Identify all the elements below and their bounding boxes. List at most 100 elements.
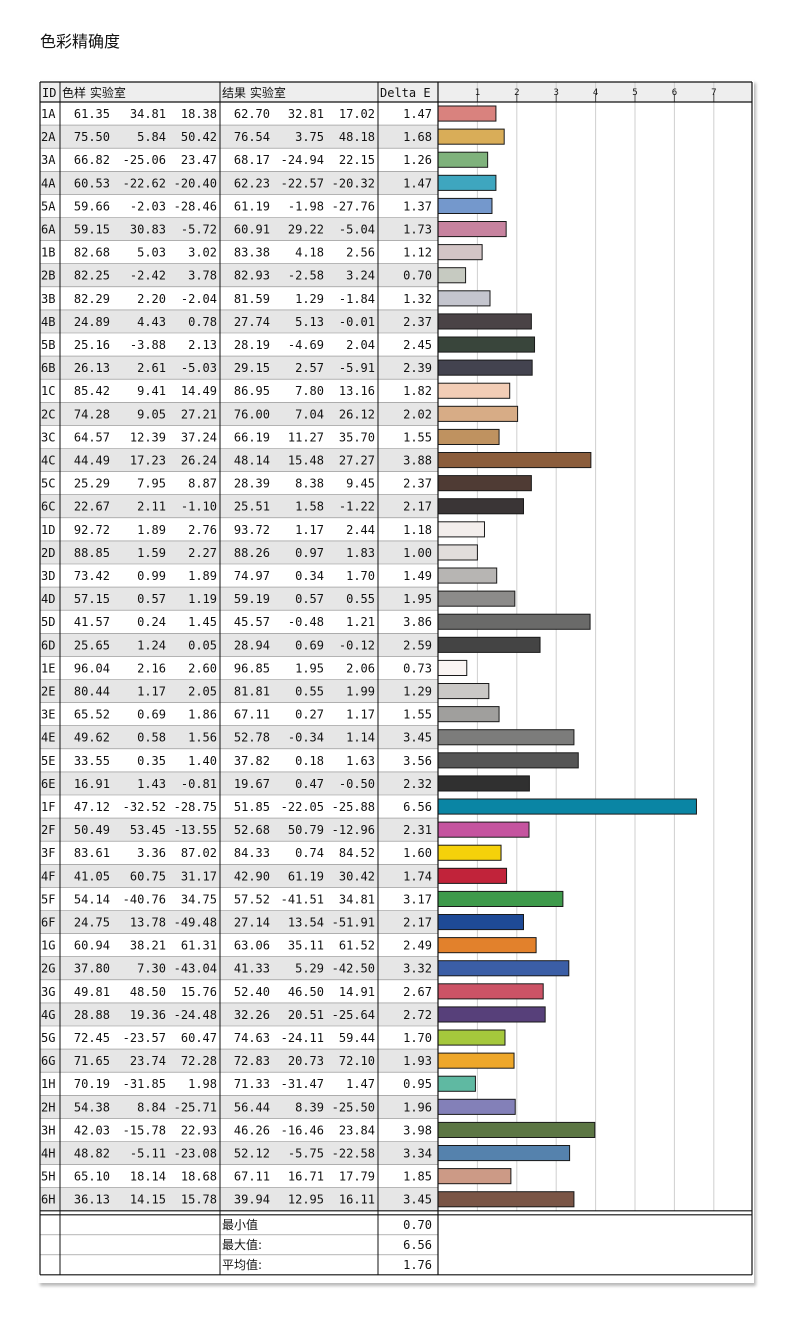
cell-result-lab: -16.46 bbox=[281, 1123, 324, 1137]
row-shade bbox=[40, 263, 438, 287]
cell-result-lab: 61.52 bbox=[339, 939, 375, 953]
cell-delta-e: 6.56 bbox=[403, 800, 432, 814]
delta-e-bar bbox=[437, 290, 491, 307]
cell-result-lab: 61.19 bbox=[288, 869, 324, 883]
cell-sample-lab: 8.84 bbox=[137, 1100, 166, 1114]
cell-result-lab: 93.72 bbox=[234, 523, 270, 537]
cell-sample-lab: -49.48 bbox=[174, 916, 217, 930]
cell-result-lab: 27.74 bbox=[234, 315, 270, 329]
cell-result-lab: 0.27 bbox=[295, 708, 324, 722]
cell-result-lab: 2.56 bbox=[346, 246, 375, 260]
cell-delta-e: 3.98 bbox=[403, 1123, 432, 1137]
cell-sample-lab: 73.42 bbox=[74, 569, 110, 583]
cell-sample-lab: 15.78 bbox=[181, 1193, 217, 1207]
cell-id: 5C bbox=[41, 477, 55, 491]
cell-id: 4H bbox=[41, 1147, 55, 1161]
cell-sample-lab: 34.81 bbox=[130, 107, 166, 121]
cell-id: 6B bbox=[41, 361, 55, 375]
cell-result-lab: 28.94 bbox=[234, 638, 270, 652]
delta-e-bar bbox=[437, 197, 493, 215]
cell-sample-lab: 80.44 bbox=[74, 685, 110, 699]
cell-sample-lab: 0.99 bbox=[137, 569, 166, 583]
cell-sample-lab: 18.68 bbox=[181, 1170, 217, 1184]
cell-result-lab: 14.91 bbox=[339, 985, 375, 999]
summary-value: 6.56 bbox=[403, 1238, 432, 1252]
cell-sample-lab: 2.11 bbox=[137, 500, 166, 514]
x-tick-label: 7 bbox=[711, 88, 716, 98]
cell-sample-lab: 75.50 bbox=[74, 130, 110, 144]
cell-sample-lab: 96.04 bbox=[74, 661, 110, 675]
cell-result-lab: 1.83 bbox=[346, 546, 375, 560]
cell-delta-e: 2.49 bbox=[403, 939, 432, 953]
cell-result-lab: -22.05 bbox=[281, 800, 324, 814]
delta-e-bar bbox=[437, 983, 544, 1000]
cell-sample-lab: 59.66 bbox=[74, 199, 110, 213]
cell-result-lab: -42.50 bbox=[332, 962, 375, 976]
cell-result-lab: 1.17 bbox=[346, 708, 375, 722]
cell-sample-lab: 72.28 bbox=[181, 1054, 217, 1068]
cell-sample-lab: 60.47 bbox=[181, 1031, 217, 1045]
cell-delta-e: 2.37 bbox=[403, 315, 432, 329]
cell-sample-lab: 66.82 bbox=[74, 153, 110, 167]
cell-result-lab: 2.57 bbox=[295, 361, 324, 375]
cell-result-lab: 0.55 bbox=[346, 592, 375, 606]
cell-delta-e: 3.34 bbox=[403, 1147, 432, 1161]
cell-sample-lab: 92.72 bbox=[74, 523, 110, 537]
cell-sample-lab: 1.45 bbox=[188, 615, 217, 629]
cell-result-lab: 83.38 bbox=[234, 246, 270, 260]
delta-e-bar bbox=[437, 706, 500, 723]
cell-result-lab: 23.84 bbox=[339, 1123, 375, 1137]
cell-sample-lab: -2.03 bbox=[130, 199, 166, 213]
cell-delta-e: 3.45 bbox=[403, 731, 432, 745]
cell-result-lab: 30.42 bbox=[339, 869, 375, 883]
cell-result-lab: 34.81 bbox=[339, 892, 375, 906]
cell-result-lab: 35.70 bbox=[339, 430, 375, 444]
cell-id: 6A bbox=[41, 223, 56, 237]
cell-sample-lab: 15.76 bbox=[181, 985, 217, 999]
cell-id: 3E bbox=[41, 708, 55, 722]
cell-delta-e: 2.67 bbox=[403, 985, 432, 999]
cell-delta-e: 3.32 bbox=[403, 962, 432, 976]
cell-delta-e: 3.17 bbox=[403, 892, 432, 906]
row-shade bbox=[40, 448, 438, 472]
cell-result-lab: 52.68 bbox=[234, 823, 270, 837]
cell-sample-lab: 25.65 bbox=[74, 638, 110, 652]
row-shade bbox=[40, 171, 438, 195]
cell-delta-e: 1.74 bbox=[403, 869, 432, 883]
delta-e-bar bbox=[437, 1098, 516, 1115]
row-shade bbox=[40, 402, 438, 426]
cell-result-lab: 50.79 bbox=[288, 823, 324, 837]
cell-delta-e: 1.37 bbox=[403, 199, 432, 213]
cell-sample-lab: 3.36 bbox=[137, 846, 166, 860]
cell-result-lab: 86.95 bbox=[234, 384, 270, 398]
cell-result-lab: -0.50 bbox=[339, 777, 375, 791]
cell-delta-e: 2.17 bbox=[403, 916, 432, 930]
cell-sample-lab: 26.13 bbox=[74, 361, 110, 375]
cell-result-lab: 1.99 bbox=[346, 685, 375, 699]
cell-delta-e: 2.72 bbox=[403, 1008, 432, 1022]
cell-result-lab: -22.57 bbox=[281, 176, 324, 190]
cell-sample-lab: 2.16 bbox=[137, 661, 166, 675]
cell-id: 5F bbox=[41, 892, 55, 906]
cell-sample-lab: 30.83 bbox=[130, 223, 166, 237]
cell-sample-lab: 44.49 bbox=[74, 454, 110, 468]
cell-result-lab: 7.80 bbox=[295, 384, 324, 398]
cell-result-lab: 62.70 bbox=[234, 107, 270, 121]
cell-sample-lab: 60.75 bbox=[130, 869, 166, 883]
cell-delta-e: 1.70 bbox=[403, 1031, 432, 1045]
cell-sample-lab: 1.89 bbox=[188, 569, 217, 583]
cell-id: 1B bbox=[41, 246, 55, 260]
delta-e-bar bbox=[437, 405, 519, 422]
cell-result-lab: 84.33 bbox=[234, 846, 270, 860]
cell-result-lab: 16.11 bbox=[339, 1193, 375, 1207]
row-shade bbox=[40, 910, 438, 934]
cell-sample-lab: 74.28 bbox=[74, 407, 110, 421]
delta-e-bar bbox=[437, 521, 485, 538]
summary-value: 0.70 bbox=[403, 1218, 432, 1232]
cell-result-lab: 82.93 bbox=[234, 269, 270, 283]
cell-delta-e: 1.96 bbox=[403, 1100, 432, 1114]
cell-sample-lab: -28.75 bbox=[174, 800, 217, 814]
cell-sample-lab: 42.03 bbox=[74, 1123, 110, 1137]
cell-result-lab: -20.32 bbox=[332, 176, 375, 190]
cell-result-lab: 63.06 bbox=[234, 939, 270, 953]
